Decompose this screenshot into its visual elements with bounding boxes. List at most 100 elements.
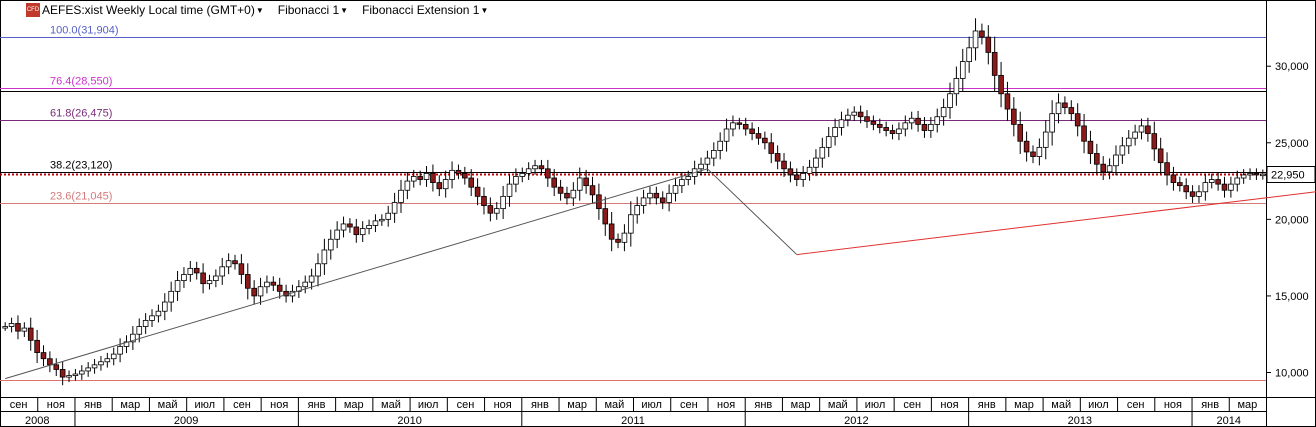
y-tick-label: 10,000 xyxy=(1275,367,1309,379)
candle-body xyxy=(998,74,1004,95)
candle-body xyxy=(462,173,468,179)
fibonacci-extension-menu[interactable]: Fibonacci Extension 1 ▼ xyxy=(362,3,488,17)
candle-body xyxy=(79,370,85,375)
candle-body xyxy=(442,179,449,190)
candle-body xyxy=(2,326,8,329)
candle-body xyxy=(730,122,736,130)
candle-body xyxy=(966,47,972,63)
candle-body xyxy=(417,176,423,180)
candle-body xyxy=(430,173,436,183)
candle-body xyxy=(800,173,806,180)
candle-body xyxy=(1017,123,1024,142)
candle-body xyxy=(672,185,679,194)
candle-body xyxy=(921,123,928,131)
candle-body xyxy=(213,275,219,282)
candle-body xyxy=(723,128,730,142)
candle-body xyxy=(34,339,40,353)
candle-body xyxy=(845,114,851,121)
candle-body xyxy=(838,119,845,128)
month-label: июл xyxy=(195,399,216,411)
candle-body xyxy=(161,301,168,312)
symbol-label: AEFES:xist Weekly Local time (GMT+0) xyxy=(42,3,255,17)
symbol-menu[interactable]: AEFES:xist Weekly Local time (GMT+0) ▼ xyxy=(42,3,264,17)
candle-body xyxy=(1215,179,1221,185)
candle-body xyxy=(315,263,321,277)
candle-body xyxy=(953,78,960,95)
candle-body xyxy=(327,238,334,251)
y-tick-label: 30,000 xyxy=(1275,61,1309,73)
candle-body xyxy=(500,195,506,210)
candle-body xyxy=(532,165,538,170)
candle-body xyxy=(219,266,226,277)
candle-body xyxy=(53,364,60,370)
candle-body xyxy=(264,281,270,288)
candle-body xyxy=(27,327,34,341)
candle-body xyxy=(85,367,91,372)
month-label: янв xyxy=(1201,399,1219,411)
candle-body xyxy=(883,127,889,131)
month-label: июл xyxy=(865,399,886,411)
candle-body xyxy=(1094,153,1100,165)
candle-body xyxy=(589,185,596,196)
candle-body xyxy=(1074,113,1081,127)
year-label: 2012 xyxy=(844,415,868,427)
candle-body xyxy=(15,323,21,332)
candle-body xyxy=(404,180,411,191)
candle-body xyxy=(1157,148,1164,164)
candle-body xyxy=(149,315,155,321)
fibonacci-menu[interactable]: Fibonacci 1 ▼ xyxy=(278,3,348,17)
candle-body xyxy=(628,214,634,234)
month-label: сен xyxy=(903,399,921,411)
month-label: мар xyxy=(1014,399,1034,411)
candle-body xyxy=(1145,125,1151,134)
candle-body xyxy=(372,220,379,226)
candle-body xyxy=(902,122,909,130)
candle-body xyxy=(59,369,66,378)
candle-body xyxy=(340,223,347,231)
candle-body xyxy=(659,197,666,203)
candle-body xyxy=(787,168,794,176)
candle-body xyxy=(40,352,47,360)
month-label: ноя xyxy=(1164,399,1182,411)
month-label: сен xyxy=(233,399,251,411)
candle-body xyxy=(819,146,826,159)
month-label: мар xyxy=(567,399,587,411)
year-label: 2014 xyxy=(1217,415,1241,427)
month-label: янв xyxy=(84,399,102,411)
candle-body xyxy=(98,361,104,366)
candle-body xyxy=(1221,183,1228,191)
candle-body xyxy=(781,160,787,170)
candle-body xyxy=(321,249,328,265)
candle-body xyxy=(583,177,589,187)
month-label: янв xyxy=(308,399,326,411)
candle-body xyxy=(545,168,551,179)
candle-body xyxy=(117,346,123,355)
candle-body xyxy=(889,130,896,134)
candle-body xyxy=(666,192,672,203)
candle-body xyxy=(653,192,660,199)
candle-body xyxy=(104,358,111,363)
candle-body xyxy=(1030,151,1036,157)
candle-body xyxy=(1234,177,1241,185)
candle-body xyxy=(366,225,372,229)
candle-body xyxy=(66,375,72,378)
candle-body xyxy=(206,280,213,285)
candle-body xyxy=(1068,107,1075,115)
candle-body xyxy=(1260,173,1266,177)
candle-body xyxy=(449,169,455,180)
candle-body xyxy=(1004,93,1011,110)
candle-body xyxy=(832,127,838,138)
last-price-badge xyxy=(1266,166,1316,183)
candle-body xyxy=(257,286,264,297)
candle-body xyxy=(225,260,232,268)
candle-body xyxy=(487,205,494,214)
month-label: июл xyxy=(1088,399,1109,411)
candle-body xyxy=(168,290,174,303)
candle-body xyxy=(1151,133,1158,150)
candle-body xyxy=(181,274,187,282)
candle-body xyxy=(193,267,200,274)
candle-body xyxy=(47,358,53,366)
month-label: ноя xyxy=(47,399,65,411)
